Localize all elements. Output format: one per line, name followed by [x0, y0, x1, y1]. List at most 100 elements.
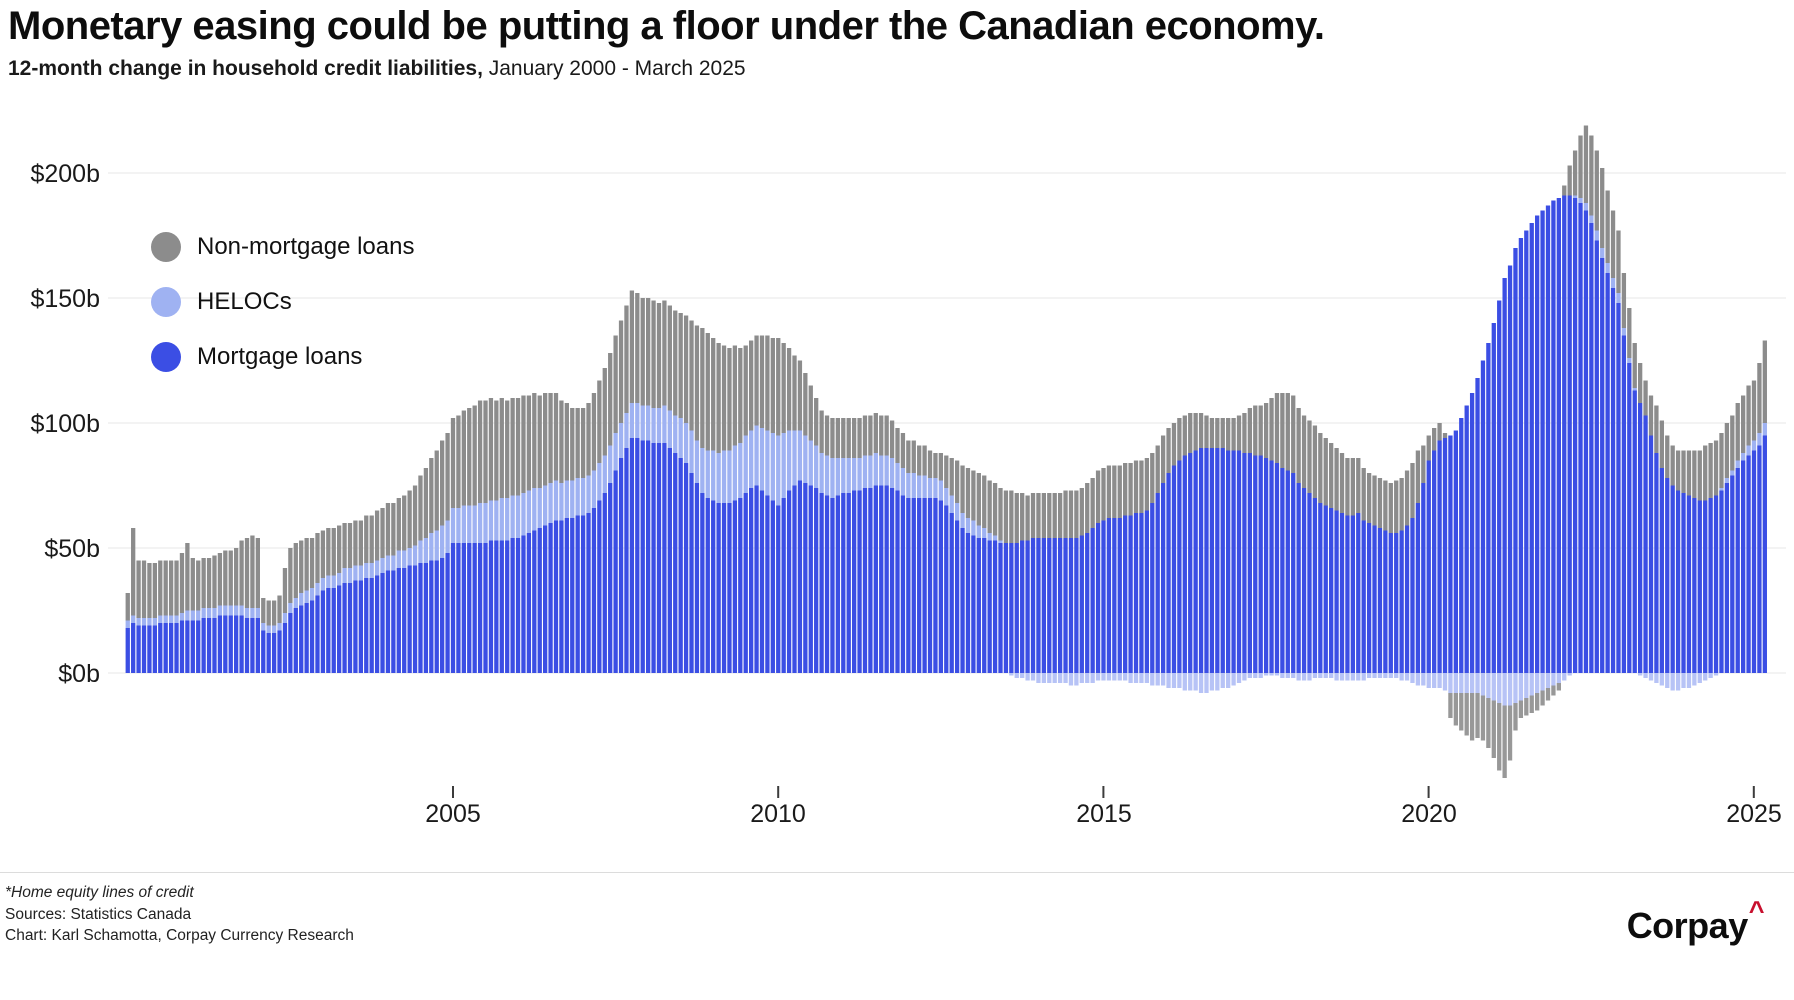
bar-heloc — [1469, 673, 1475, 693]
bar-heloc — [1605, 263, 1610, 273]
bar-mortgage — [385, 570, 391, 673]
bar-non-mortgage — [1285, 393, 1290, 471]
corpay-logo-caret-icon: ^ — [1748, 896, 1765, 926]
bar-mortgage — [1036, 538, 1041, 673]
bar-mortgage — [1003, 543, 1009, 673]
bar-mortgage — [814, 488, 819, 673]
bar-non-mortgage — [1404, 470, 1410, 526]
bar-non-mortgage — [385, 503, 391, 556]
bar-non-mortgage — [1323, 438, 1328, 506]
legend-item-mortgage: Mortgage loans — [151, 342, 414, 372]
bar-non-mortgage — [1394, 480, 1399, 533]
bar-heloc — [1708, 673, 1713, 678]
bar-heloc — [580, 478, 586, 516]
bar-mortgage — [879, 485, 884, 673]
bar-mortgage — [1144, 510, 1150, 673]
bar-heloc — [1632, 388, 1637, 391]
bar-mortgage — [266, 633, 271, 673]
bar-heloc — [277, 623, 282, 631]
bar-heloc — [1204, 673, 1209, 693]
bar-mortgage — [1681, 493, 1686, 673]
bar-non-mortgage — [1123, 463, 1128, 516]
bar-heloc — [841, 458, 846, 493]
bar-heloc — [982, 528, 987, 538]
bar-heloc — [1193, 673, 1198, 691]
bar-heloc — [629, 403, 635, 438]
bar-non-mortgage — [591, 393, 597, 471]
bar-mortgage — [1198, 448, 1204, 673]
bar-mortgage — [1133, 513, 1139, 673]
bar-non-mortgage — [949, 458, 954, 496]
bar-heloc — [927, 478, 933, 498]
bar-heloc — [1638, 673, 1643, 676]
bar-non-mortgage — [922, 445, 927, 476]
bar-heloc — [347, 568, 353, 583]
bar-non-mortgage — [347, 523, 353, 568]
bar-mortgage — [152, 625, 158, 673]
bar-non-mortgage — [1020, 493, 1025, 541]
bar-mortgage — [1610, 288, 1616, 673]
bar-non-mortgage — [543, 393, 548, 486]
bar-non-mortgage — [678, 313, 683, 418]
bar-heloc — [1280, 673, 1285, 678]
bar-heloc — [543, 485, 548, 526]
bar-heloc — [1182, 673, 1187, 691]
bar-non-mortgage — [992, 483, 998, 536]
bar-non-mortgage — [841, 418, 846, 458]
bar-heloc — [385, 555, 391, 571]
bar-mortgage — [564, 518, 569, 673]
bar-mortgage — [1291, 473, 1296, 673]
bar-heloc — [786, 430, 792, 491]
bar-mortgage — [1090, 528, 1095, 673]
bar-non-mortgage — [1567, 165, 1572, 196]
bar-non-mortgage — [141, 560, 147, 618]
bar-mortgage — [694, 483, 700, 673]
bar-heloc — [1236, 673, 1242, 683]
bar-mortgage — [1545, 205, 1551, 673]
bar-mortgage — [635, 438, 640, 673]
bar-mortgage — [364, 578, 369, 673]
bar-heloc — [857, 458, 862, 491]
bar-heloc — [814, 445, 819, 488]
bar-non-mortgage — [1258, 405, 1263, 456]
legend-swatch-helocs-icon — [151, 287, 181, 317]
bar-heloc — [1513, 673, 1518, 703]
bar-mortgage — [1215, 448, 1220, 673]
bar-non-mortgage — [510, 398, 515, 496]
bar-mortgage — [1464, 405, 1469, 673]
bar-non-mortgage — [732, 345, 738, 446]
bar-mortgage — [917, 498, 922, 673]
bar-non-mortgage — [1497, 703, 1502, 771]
bar-mortgage — [1480, 360, 1486, 673]
bar-non-mortgage — [1177, 418, 1182, 461]
bar-heloc — [960, 513, 965, 528]
bar-mortgage — [851, 490, 857, 673]
bar-non-mortgage — [1453, 693, 1458, 726]
bar-heloc — [591, 470, 597, 508]
bar-heloc — [667, 410, 672, 448]
bar-mortgage — [1616, 303, 1621, 673]
bar-mortgage — [1453, 430, 1458, 673]
bar-mortgage — [136, 625, 141, 673]
bar-heloc — [190, 610, 195, 621]
bar-heloc — [1068, 673, 1074, 686]
bar-heloc — [1475, 673, 1480, 693]
bar-heloc — [1507, 673, 1513, 706]
bar-mortgage — [1339, 513, 1345, 673]
bar-mortgage — [1356, 513, 1361, 673]
bar-heloc — [380, 558, 385, 573]
bar-mortgage — [1074, 538, 1079, 673]
bar-non-mortgage — [889, 420, 895, 458]
bar-mortgage — [1459, 418, 1464, 673]
bar-mortgage — [1404, 525, 1410, 673]
bar-mortgage — [1177, 460, 1182, 673]
bar-mortgage — [944, 505, 949, 673]
bar-mortgage — [402, 568, 407, 673]
bar-non-mortgage — [851, 418, 857, 458]
bar-heloc — [1339, 673, 1345, 681]
bar-mortgage — [705, 498, 710, 673]
bar-non-mortgage — [1529, 695, 1534, 713]
bar-mortgage — [1708, 498, 1713, 673]
legend-swatch-mortgage-icon — [151, 342, 181, 372]
bar-heloc — [1177, 673, 1182, 688]
